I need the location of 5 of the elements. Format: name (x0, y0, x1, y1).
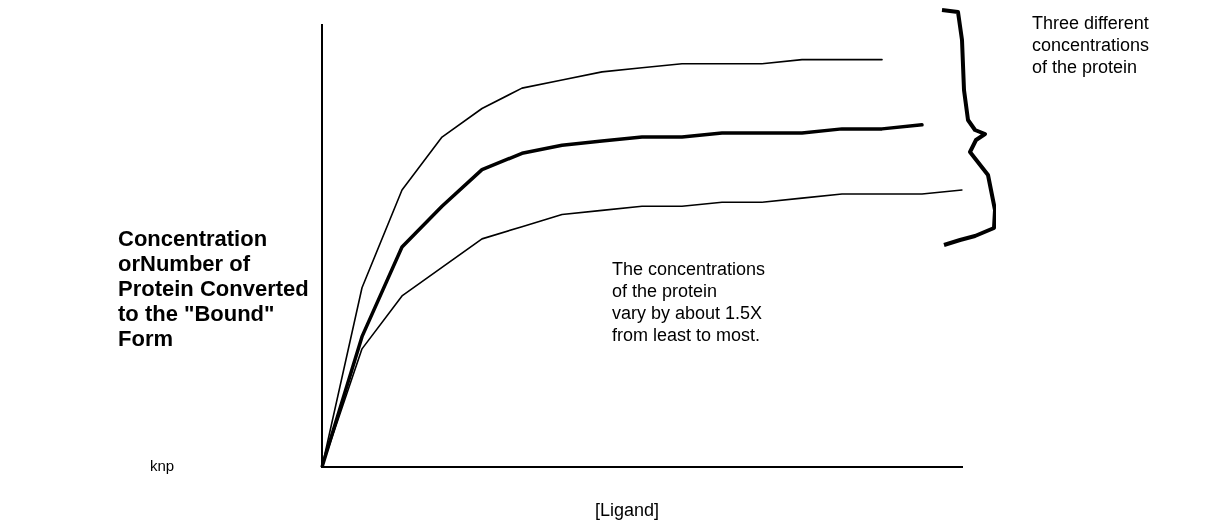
text: knp (150, 456, 175, 476)
x-axis-title: [Ligand] (595, 500, 660, 521)
text: Three different concentrations of the protein (1032, 12, 1150, 78)
y-axis-title: Concentration orNumber of Protein Converted to the "Bound" Form (118, 226, 309, 351)
annotation: The concentrations of the protein vary by about 1.5X from least to most. (612, 258, 766, 346)
